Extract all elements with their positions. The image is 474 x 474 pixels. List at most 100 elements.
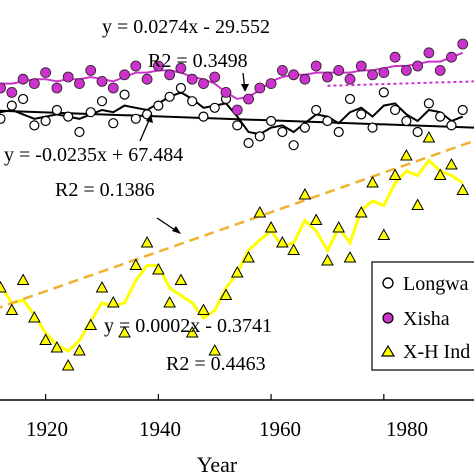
- point-xisha-1970: [322, 71, 333, 83]
- point-x-h-ind-1922: [50, 340, 64, 353]
- point-x-h-ind-1934: [118, 325, 131, 338]
- point-x-h-ind-1946: [185, 325, 199, 338]
- longwa-equation: y = -0.0235x + 67.484: [4, 144, 183, 166]
- point-x-h-ind-1920: [39, 333, 52, 345]
- point-x-h-ind-1970: [321, 253, 334, 266]
- point-xisha-1994: [457, 38, 469, 50]
- legend-marker-xisha: [382, 312, 394, 324]
- xisha-equation: y = 0.0274x - 29.552: [102, 16, 270, 38]
- legend: Longwa Xisha X-H Ind: [371, 261, 474, 371]
- point-longwa-1928: [85, 107, 96, 118]
- point-x-h-ind-1936: [129, 258, 143, 270]
- point-longwa-1960: [265, 115, 277, 127]
- point-longwa-1974: [344, 93, 356, 105]
- point-x-h-ind-1992: [445, 157, 458, 170]
- point-xisha-1938: [141, 73, 153, 85]
- point-xisha-1936: [130, 60, 142, 72]
- point-x-h-ind-1930: [95, 280, 109, 293]
- point-xisha-1956: [243, 93, 254, 105]
- x-tick-label-1960: 1960: [259, 417, 301, 441]
- point-x-h-ind-1948: [197, 303, 210, 315]
- x-tick-label-1980: 1980: [386, 417, 428, 441]
- point-x-h-ind-1982: [388, 168, 402, 180]
- xh-r2: R2 = 0.4463: [166, 353, 266, 375]
- point-x-h-ind-1984: [400, 148, 413, 161]
- markers: [0, 38, 470, 371]
- point-xisha-1990: [434, 65, 446, 76]
- trendline-x-h-ind: [0, 139, 474, 309]
- point-xisha-1926: [74, 78, 85, 89]
- point-xisha-1968: [310, 60, 322, 72]
- point-xisha-1958: [254, 82, 266, 94]
- point-longwa-1946: [187, 96, 198, 107]
- point-longwa-1914: [6, 100, 17, 111]
- point-longwa-1962: [277, 126, 288, 138]
- point-xisha-1976: [355, 60, 367, 72]
- point-longwa-1990: [435, 111, 446, 122]
- point-x-h-ind-1988: [422, 130, 436, 143]
- x-axis-title: Year: [197, 452, 238, 474]
- point-longwa-1980: [378, 87, 389, 98]
- point-longwa-1926: [74, 126, 85, 138]
- point-x-h-ind-1914: [5, 303, 19, 315]
- point-xisha-1978: [367, 69, 378, 81]
- legend-label-xh: X-H Ind: [403, 341, 470, 363]
- point-xisha-1944: [175, 62, 187, 74]
- point-xisha-1918: [28, 78, 40, 89]
- point-xisha-1960: [265, 78, 277, 89]
- point-xisha-1928: [85, 65, 97, 76]
- point-xisha-1954: [231, 104, 243, 116]
- point-xisha-1916: [17, 73, 29, 85]
- point-xisha-1922: [51, 82, 63, 94]
- longwa-r2-pointer-head: [172, 226, 181, 234]
- point-xisha-1950: [209, 71, 221, 83]
- point-xisha-1946: [186, 73, 198, 85]
- x-tick-label-1940: 1940: [139, 417, 181, 441]
- point-longwa-1994: [457, 104, 468, 116]
- point-x-h-ind-1940: [152, 262, 165, 275]
- point-longwa-1984: [401, 115, 412, 127]
- trendline-xisha: [327, 80, 474, 87]
- legend-label-longwa: Longwa: [403, 273, 469, 295]
- point-longwa-1964: [288, 140, 299, 151]
- point-xisha-1952: [220, 87, 232, 98]
- point-longwa-1918: [29, 120, 40, 131]
- point-xisha-1974: [344, 73, 356, 85]
- point-xisha-1980: [378, 67, 390, 78]
- point-longwa-1932: [108, 118, 119, 129]
- point-longwa-1972: [333, 126, 344, 138]
- point-xisha-1964: [288, 69, 300, 81]
- point-x-h-ind-1966: [298, 187, 312, 200]
- point-longwa-1992: [446, 120, 457, 131]
- point-x-h-ind-1916: [16, 273, 30, 285]
- point-longwa-1976: [356, 109, 367, 120]
- point-longwa-1936: [130, 113, 141, 124]
- point-longwa-1924: [63, 111, 74, 122]
- point-x-h-ind-1926: [73, 343, 86, 356]
- point-x-h-ind-1980: [377, 228, 391, 240]
- point-x-h-ind-1986: [411, 198, 424, 210]
- xisha-r2-arrowhead: [241, 84, 249, 92]
- point-x-h-ind-1962: [276, 235, 289, 248]
- point-xisha-1992: [446, 51, 457, 63]
- point-longwa-1968: [311, 104, 322, 116]
- point-longwa-1954: [232, 120, 243, 131]
- point-xisha-1966: [299, 73, 311, 85]
- point-longwa-1982: [389, 104, 401, 116]
- point-xisha-1972: [333, 65, 345, 76]
- point-x-h-ind-1918: [28, 310, 41, 323]
- point-xisha-1984: [400, 65, 412, 76]
- longwa-r2-arrow: [139, 117, 151, 142]
- point-longwa-1950: [209, 102, 220, 113]
- point-xisha-1924: [62, 71, 74, 83]
- point-x-h-ind-1990: [433, 168, 447, 180]
- point-x-h-ind-1932: [106, 295, 120, 308]
- point-xisha-1920: [40, 67, 52, 78]
- point-x-h-ind-1944: [174, 273, 188, 285]
- point-xisha-1988: [423, 47, 435, 59]
- point-x-h-ind-1928: [84, 318, 98, 330]
- point-longwa-1978: [367, 122, 378, 133]
- point-x-h-ind-1942: [163, 295, 176, 308]
- point-x-h-ind-1952: [219, 288, 233, 300]
